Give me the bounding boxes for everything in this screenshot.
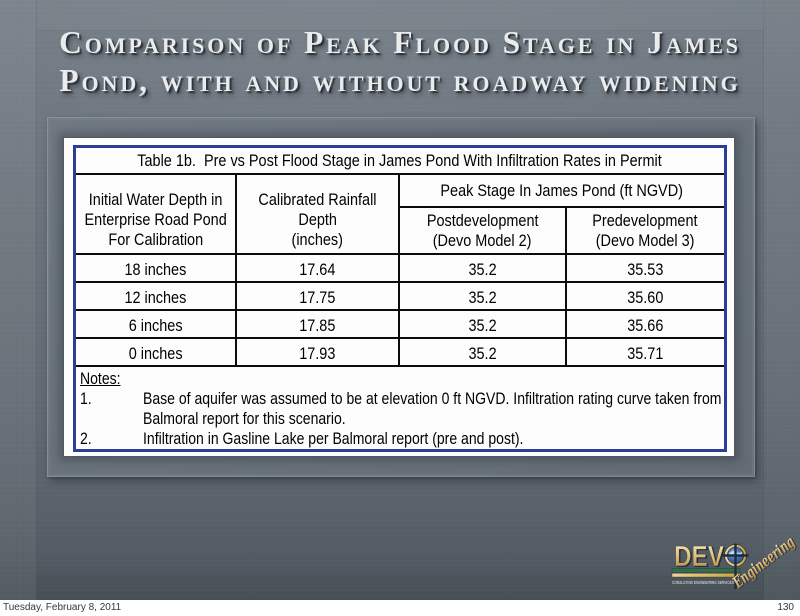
table-body: 18 inches 17.64 35.2 35.53 12 inches 17.75 35.… xyxy=(76,255,724,367)
slide-title-line-2: Pond, with and without roadway widening xyxy=(59,63,741,98)
note-text: Base of aquifer was assumed to be at ele… xyxy=(143,390,722,428)
logo-crosshair-icon xyxy=(722,543,749,568)
logo-gold-bar xyxy=(671,573,741,578)
table-cell: 6 inches xyxy=(76,311,237,337)
footer-date: Tuesday, February 8, 2011 xyxy=(3,602,122,613)
table-cell: 35.53 xyxy=(627,260,664,279)
svg-text:DEV: DEV xyxy=(674,541,725,573)
table-cell: 35.60 xyxy=(627,288,664,307)
table-cell: 18 inches xyxy=(76,255,237,281)
slide-frame-bottom xyxy=(36,574,764,600)
table-cell: 17.75 xyxy=(237,283,400,309)
header-subcolumns: Postdevelopment (Devo Model 2) Predevelo… xyxy=(400,208,724,253)
table-blue-border: Table 1b. Pre vs Post Flood Stage in Jam… xyxy=(73,145,727,452)
note-number: 2. xyxy=(80,430,92,448)
table-card: Table 1b. Pre vs Post Flood Stage in Jam… xyxy=(64,138,734,456)
note-item-1: 1. Base of aquifer was assumed to be at … xyxy=(80,389,724,429)
footer-page-number: 130 xyxy=(777,602,794,613)
table-row: 12 inches 17.75 35.2 35.60 xyxy=(76,283,724,311)
table-panel: Table 1b. Pre vs Post Flood Stage in Jam… xyxy=(47,117,755,477)
footer-bar: Tuesday, February 8, 2011 130 xyxy=(0,600,800,616)
header-predevelopment: Predevelopment (Devo Model 3) xyxy=(592,210,698,250)
header-initial-water-depth: Initial Water Depth in Enterprise Road P… xyxy=(76,175,237,253)
note-item-2: 2. Infiltration in Gasline Lake per Balm… xyxy=(80,429,724,449)
header-peak-stage-group: Peak Stage In James Pond (ft NGVD) Postd… xyxy=(400,175,724,253)
logo-green-bar xyxy=(671,568,741,573)
slide-title: Comparison of Peak Flood Stage in James … xyxy=(40,24,760,100)
devo-logo: DEV DEV CONSULTING ENGINEERING SERVICES xyxy=(671,532,800,592)
flood-stage-table: Table 1b. Pre vs Post Flood Stage in Jam… xyxy=(76,148,724,449)
logo-tagline: CONSULTING ENGINEERING SERVICES xyxy=(672,580,734,585)
table-row: 0 inches 17.93 35.2 35.71 xyxy=(76,339,724,367)
table-row: 6 inches 17.85 35.2 35.66 xyxy=(76,311,724,339)
table-cell: 17.93 xyxy=(237,339,400,365)
table-row: 18 inches 17.64 35.2 35.53 xyxy=(76,255,724,283)
table-cell: 0 inches xyxy=(76,339,237,365)
table-cell: 35.2 xyxy=(400,311,567,337)
slide-canvas: Comparison of Peak Flood Stage in James … xyxy=(0,0,800,600)
notes-label: Notes: xyxy=(80,370,121,388)
note-text: Infiltration in Gasline Lake per Balmora… xyxy=(143,430,524,448)
header-peak-stage: Peak Stage In James Pond (ft NGVD) xyxy=(400,175,724,208)
header-calibrated-rainfall: Calibrated Rainfall Depth (inches) xyxy=(237,175,400,253)
slide-title-line-1: Comparison of Peak Flood Stage in James xyxy=(59,25,741,60)
table-cell: 35.66 xyxy=(627,316,664,335)
table-cell: 35.2 xyxy=(400,255,567,281)
table-cell: 35.71 xyxy=(627,344,664,363)
table-cell: 35.2 xyxy=(400,283,567,309)
notes-section: Notes: 1. Base of aquifer was assumed to… xyxy=(76,367,724,449)
slide-frame-left xyxy=(0,0,37,600)
header-postdevelopment: Postdevelopment (Devo Model 2) xyxy=(400,208,567,253)
table-header-row: Initial Water Depth in Enterprise Road P… xyxy=(76,175,724,255)
table-caption: Table 1b. Pre vs Post Flood Stage in Jam… xyxy=(76,148,724,175)
table-cell: 35.2 xyxy=(400,339,567,365)
table-cell: 17.64 xyxy=(237,255,400,281)
note-number: 1. xyxy=(80,390,92,408)
table-cell: 12 inches xyxy=(76,283,237,309)
table-cell: 17.85 xyxy=(237,311,400,337)
slide-frame-right xyxy=(763,0,800,600)
